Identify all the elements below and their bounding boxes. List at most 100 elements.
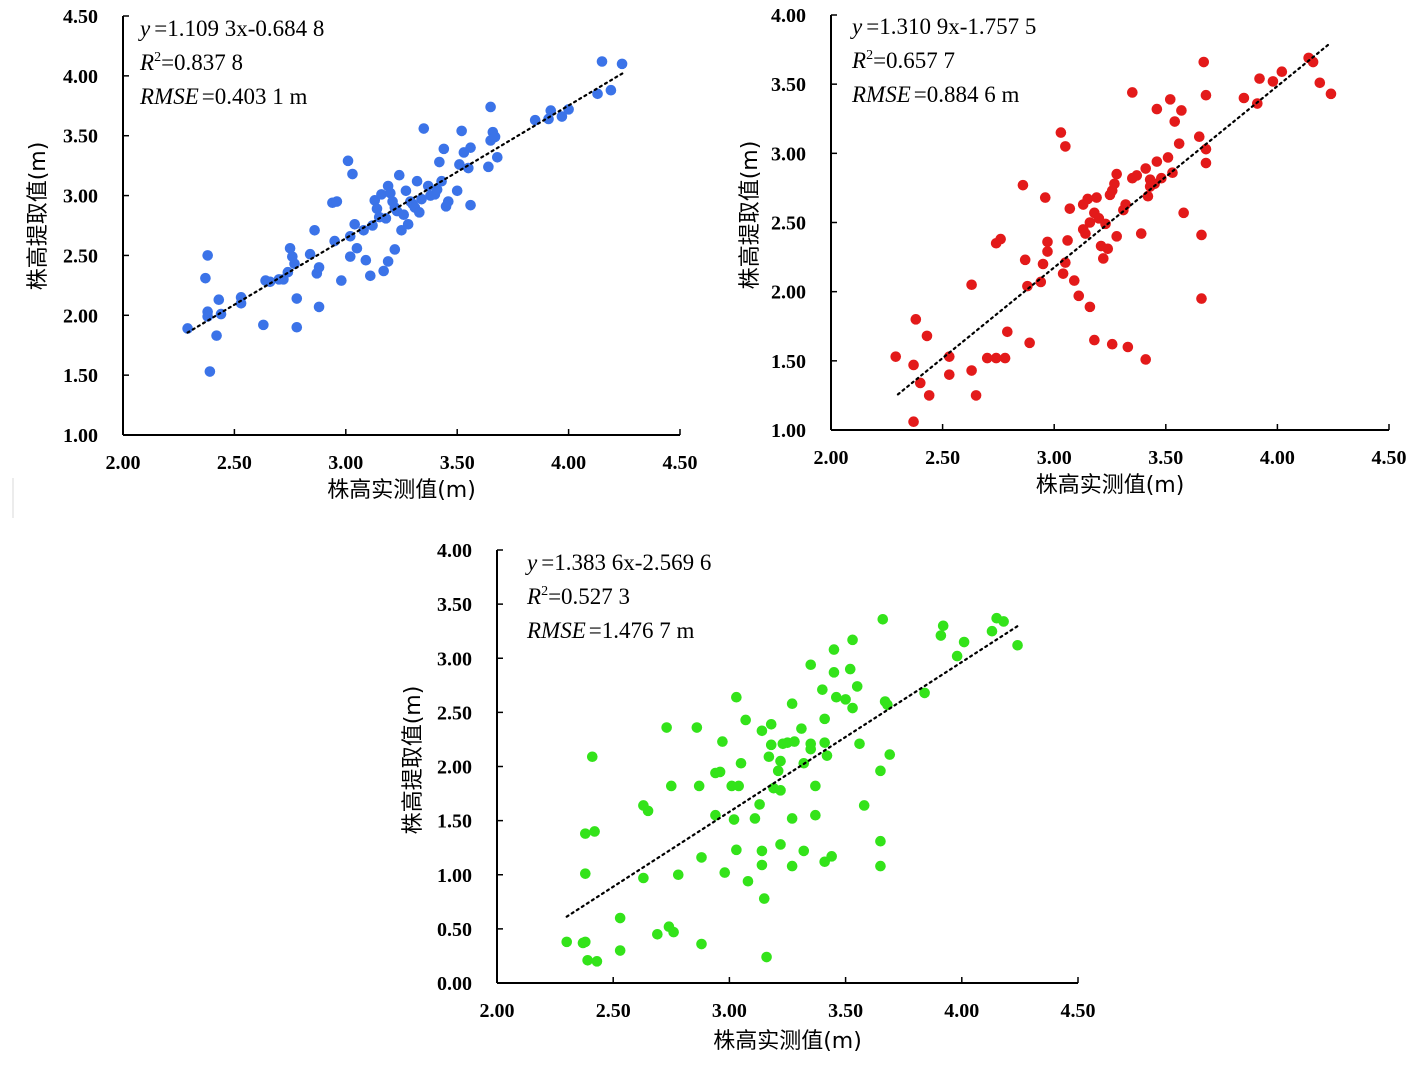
data-point: [875, 765, 886, 777]
data-point: [761, 951, 772, 963]
y-tick-label: 3.50: [437, 594, 472, 616]
x-tick-label: 4.50: [663, 452, 698, 474]
data-point: [1037, 258, 1049, 270]
data-point: [696, 852, 707, 863]
y-tick-label: 1.50: [771, 351, 806, 373]
data-point: [775, 839, 786, 850]
data-point: [714, 766, 726, 778]
data-point: [638, 872, 649, 884]
data-point: [580, 868, 591, 879]
data-point: [805, 659, 817, 671]
data-point: [735, 757, 747, 769]
data-point: [561, 936, 573, 948]
data-point: [1325, 88, 1337, 100]
data-point: [875, 835, 886, 847]
rmse: RMSE =1.476 7 m: [526, 618, 694, 643]
y-axis-title: 株高提取值(m): [26, 142, 51, 291]
x-tick-label: 2.50: [925, 447, 960, 469]
data-point: [1068, 275, 1080, 286]
data-point: [342, 155, 354, 167]
x-axis-title: 株高实测值(m): [713, 1029, 862, 1054]
data-point: [580, 828, 591, 839]
data-point: [485, 101, 496, 113]
data-point: [1002, 326, 1013, 338]
data-point: [851, 681, 863, 692]
data-point: [389, 244, 401, 255]
data-point: [844, 663, 856, 675]
y-tick-label: 3.50: [771, 74, 806, 96]
y-tick-label: 1.00: [771, 420, 806, 442]
data-point: [351, 242, 363, 254]
equation-lhs: y: [850, 14, 863, 39]
data-point: [371, 203, 383, 215]
r-squared: R2=0.657 7: [851, 48, 955, 73]
data-point: [819, 713, 830, 725]
data-point: [398, 209, 410, 221]
data-point: [378, 265, 389, 277]
data-point: [943, 351, 955, 362]
data-point: [360, 254, 372, 266]
data-point: [919, 687, 930, 699]
data-point: [828, 667, 840, 678]
data-point: [1200, 143, 1212, 155]
data-point: [400, 185, 412, 197]
data-point: [331, 196, 343, 207]
data-point: [731, 844, 742, 856]
data-point: [1084, 301, 1096, 313]
data-point: [719, 867, 731, 878]
data-point: [349, 219, 361, 230]
data-point: [858, 800, 870, 811]
data-point: [728, 814, 740, 825]
data-point: [1131, 170, 1143, 181]
data-point: [847, 634, 858, 646]
y-tick-label: 2.00: [63, 305, 98, 327]
data-point: [877, 613, 889, 625]
rmse: RMSE =0.403 1 m: [139, 84, 307, 109]
rmse-value: =0.884 6 m: [914, 82, 1020, 107]
data-point: [591, 956, 603, 967]
data-point: [418, 123, 430, 134]
data-point: [1276, 66, 1288, 78]
data-point: [1091, 192, 1102, 203]
data-point: [365, 270, 376, 282]
data-point: [828, 644, 840, 655]
data-point: [465, 142, 476, 153]
equation-lhs: y: [525, 550, 538, 575]
x-tick-label: 2.50: [596, 1000, 631, 1022]
trendline: [565, 625, 1019, 918]
data-point: [1173, 138, 1185, 149]
rmse-label: RMSE: [851, 82, 911, 107]
data-point: [798, 845, 810, 857]
x-tick-label: 4.00: [1260, 447, 1295, 469]
y-tick-label: 4.00: [437, 540, 472, 562]
data-point: [1200, 89, 1212, 101]
data-point: [258, 319, 269, 331]
data-point: [416, 193, 427, 205]
data-point: [1169, 116, 1181, 127]
data-point: [431, 184, 443, 195]
data-point: [1178, 207, 1189, 219]
data-point: [463, 162, 474, 174]
data-point: [586, 751, 598, 763]
data-point: [786, 860, 798, 872]
data-point: [543, 113, 554, 125]
chart-top-left: 1.00 1.50 2.00 2.50 3.00 3.50 4.00 4.50 2.00 2.50…: [26, 6, 698, 503]
y-tick-label: 3.00: [437, 648, 472, 670]
equation-rhs: =1.383 6x-2.569 6: [541, 550, 711, 575]
y-tick-label: 1.50: [437, 811, 472, 833]
r-squared: R2=0.527 3: [526, 584, 630, 609]
data-point: [884, 749, 896, 760]
data-point: [329, 235, 340, 247]
r-squared-superscript: 2: [154, 50, 161, 65]
data-point: [202, 250, 213, 261]
data-point: [754, 799, 765, 810]
data-point: [1140, 354, 1152, 365]
rmse-label: RMSE: [526, 618, 586, 643]
data-point: [810, 780, 821, 792]
data-point: [492, 151, 503, 163]
data-point: [756, 725, 768, 737]
data-point: [666, 780, 677, 792]
r-squared: R2=0.837 8: [139, 50, 243, 75]
data-point: [765, 718, 777, 730]
y-axis-title: 株高提取值(m): [738, 141, 763, 290]
